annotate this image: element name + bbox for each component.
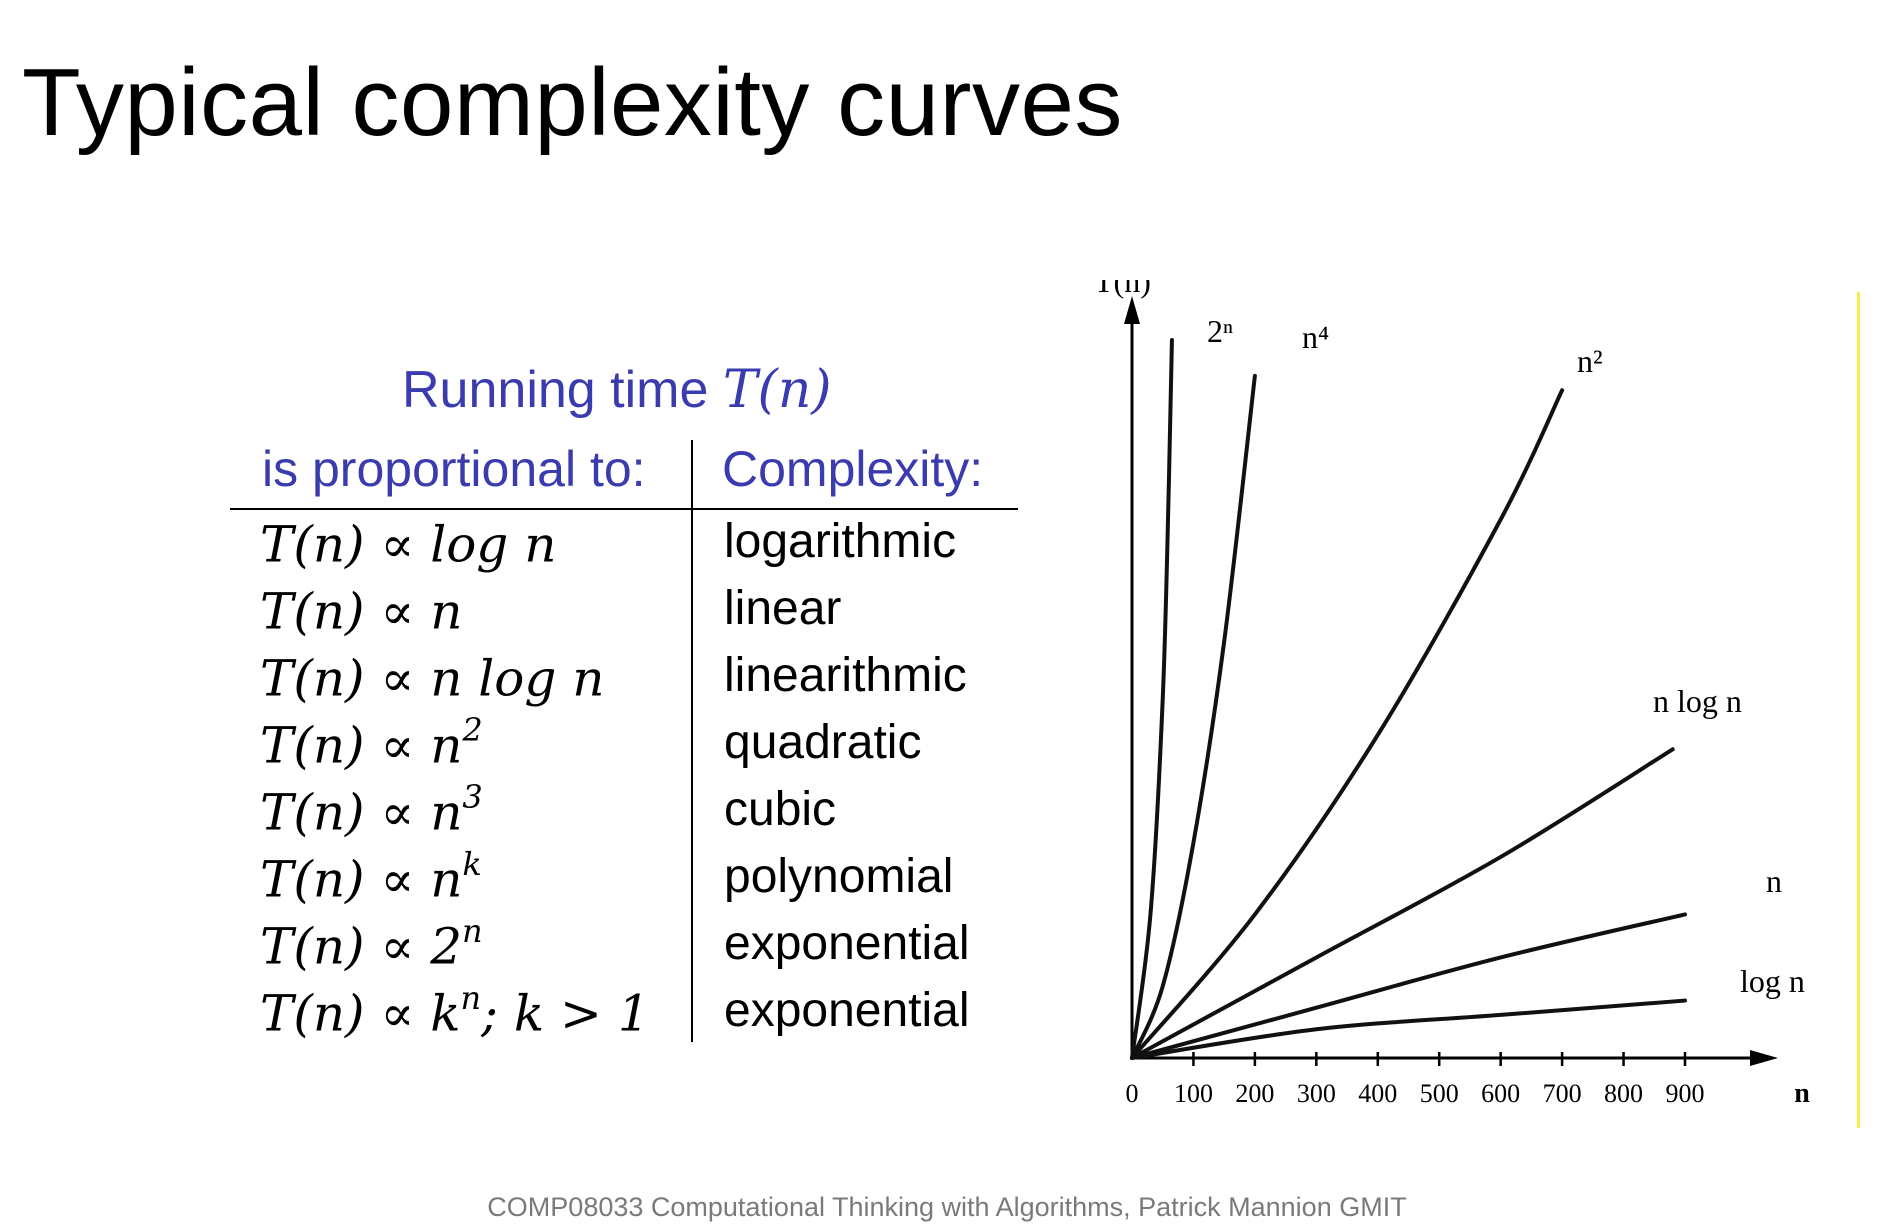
x-tick-label: 400: [1358, 1079, 1397, 1108]
table-row: T(n) ∝ nk polynomial: [230, 845, 1020, 914]
table-row: T(n) ∝ n3 cubic: [230, 778, 1020, 847]
column-divider: [691, 440, 693, 1042]
curve-nlogn: [1130, 747, 1675, 1060]
x-tick-label: 200: [1235, 1079, 1274, 1108]
table-row: T(n) ∝ kn; k > 1 exponential: [230, 979, 1020, 1048]
curve-2n: [1130, 338, 1174, 1060]
x-tick-label: 300: [1297, 1079, 1336, 1108]
row-complexity: linear: [724, 582, 842, 635]
x-tick-label: 0: [1126, 1079, 1139, 1108]
curve-n4: [1130, 373, 1257, 1060]
complexity-table: Running time T(n) is proportional to: Co…: [230, 360, 1020, 1060]
row-expression: T(n) ∝ n log n: [260, 649, 605, 708]
table-row: T(n) ∝ 2n exponential: [230, 912, 1020, 981]
y-axis-label: T(n): [1094, 280, 1151, 299]
row-complexity: exponential: [724, 917, 970, 970]
slide-footer: COMP08033 Computational Thinking with Al…: [487, 1192, 1407, 1222]
x-tick-label: 600: [1481, 1079, 1520, 1108]
table-body: T(n) ∝ log n logarithmic T(n) ∝ n linear…: [230, 512, 1020, 1048]
x-tick-label: 900: [1666, 1079, 1705, 1108]
table-row: T(n) ∝ n2 quadratic: [230, 711, 1020, 780]
x-tick-label: 800: [1604, 1079, 1643, 1108]
slide-title: Typical complexity curves: [22, 49, 1123, 156]
row-complexity: cubic: [724, 783, 837, 836]
x-tick-label: 700: [1543, 1079, 1582, 1108]
complexity-chart: T(n) 0 100 200 300 400 500 600 700 800 900 n 2ⁿ n⁴ n² n…: [1070, 263, 1870, 1130]
caption-math: T(n): [722, 360, 832, 420]
y-axis-arrow: [1124, 296, 1140, 324]
table-row: T(n) ∝ n linear: [230, 579, 1020, 646]
row-expression: T(n) ∝ kn; k > 1: [260, 979, 650, 1043]
row-complexity: exponential: [724, 984, 970, 1037]
row-expression: T(n) ∝ log n: [260, 515, 557, 574]
row-complexity: polynomial: [724, 850, 954, 903]
row-complexity: linearithmic: [724, 649, 967, 702]
chart-svg: T(n) 0 100 200 300 400 500 600 700 800 900 n 2ⁿ n⁴ n² n…: [1094, 263, 1810, 1109]
curve-logn: [1130, 998, 1687, 1060]
x-tick-label: 100: [1174, 1079, 1213, 1108]
series-label: n²: [1577, 343, 1603, 379]
x-tick-label: 500: [1420, 1079, 1459, 1108]
table-row: T(n) ∝ log n logarithmic: [230, 512, 1020, 579]
row-expression: T(n) ∝ 2n: [260, 912, 483, 976]
caption-text: Running time: [402, 361, 723, 419]
row-complexity: logarithmic: [724, 515, 957, 568]
row-expression: T(n) ∝ nk: [260, 845, 482, 909]
row-expression: T(n) ∝ n3: [260, 778, 483, 842]
x-axis-label: n: [1794, 1078, 1810, 1109]
row-complexity: quadratic: [724, 716, 922, 769]
curve-n: [1130, 912, 1687, 1060]
series-label: n: [1766, 863, 1782, 899]
table-caption: Running time T(n): [402, 360, 832, 420]
header-divider: [230, 508, 1018, 510]
series-label: 2ⁿ: [1207, 313, 1233, 349]
row-expression: T(n) ∝ n: [260, 582, 463, 641]
table-row: T(n) ∝ n log n linearithmic: [230, 646, 1020, 713]
yellow-divider: [1857, 292, 1860, 1128]
row-expression: T(n) ∝ n2: [260, 711, 483, 775]
series-label: n⁴: [1302, 319, 1329, 355]
curve-n2: [1130, 388, 1565, 1060]
series-label: log n: [1740, 963, 1805, 999]
col-header-proportional: is proportional to:: [262, 441, 646, 497]
col-header-complexity: Complexity:: [722, 441, 984, 497]
series-label: n log n: [1653, 683, 1742, 719]
x-axis-arrow: [1750, 1050, 1778, 1066]
